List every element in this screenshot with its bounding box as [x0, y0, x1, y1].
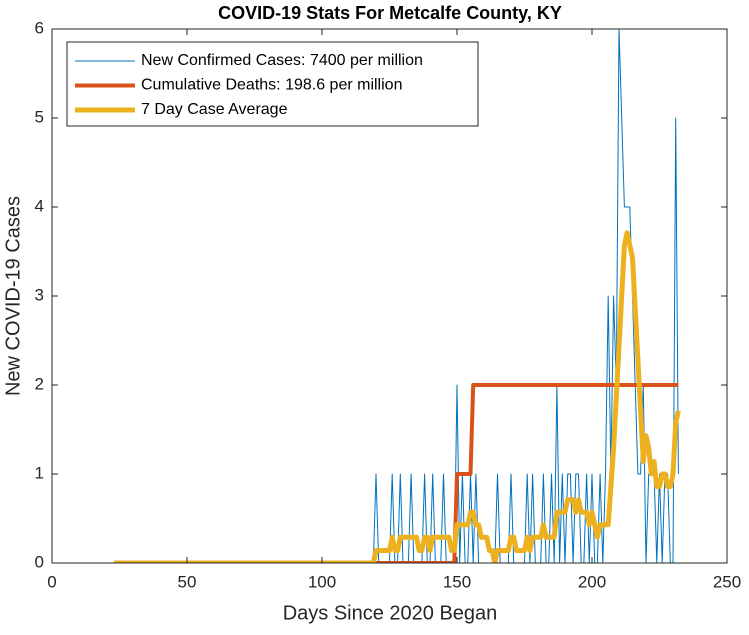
y-tick-label: 4: [35, 196, 44, 215]
series-line: [114, 230, 681, 563]
x-axis-label: Days Since 2020 Began: [283, 602, 498, 624]
x-tick-label: 100: [308, 572, 336, 591]
legend-label: 7 Day Case Average: [141, 101, 288, 118]
y-tick-label: 2: [35, 374, 44, 393]
y-tick-label: 0: [35, 552, 44, 571]
y-tick-label: 1: [35, 463, 44, 482]
chart-title: COVID-19 Stats For Metcalfe County, KY: [218, 3, 562, 23]
x-tick-label: 250: [713, 572, 741, 591]
legend-label: Cumulative Deaths: 198.6 per million: [141, 77, 402, 94]
y-tick-label: 6: [35, 18, 44, 37]
series-line: [114, 383, 679, 563]
series-line: [114, 29, 679, 563]
x-tick-label: 200: [578, 572, 606, 591]
x-tick-label: 150: [443, 572, 471, 591]
legend-label: New Confirmed Cases: 7400 per million: [141, 52, 423, 69]
y-tick-label: 3: [35, 285, 44, 304]
y-tick-label: 5: [35, 107, 44, 126]
x-tick-label: 0: [47, 572, 56, 591]
y-axis-label: New COVID-19 Cases: [2, 196, 24, 396]
x-tick-label: 50: [178, 572, 197, 591]
legend: New Confirmed Cases: 7400 per million Cum…: [66, 41, 479, 127]
legend-box: [66, 41, 479, 127]
